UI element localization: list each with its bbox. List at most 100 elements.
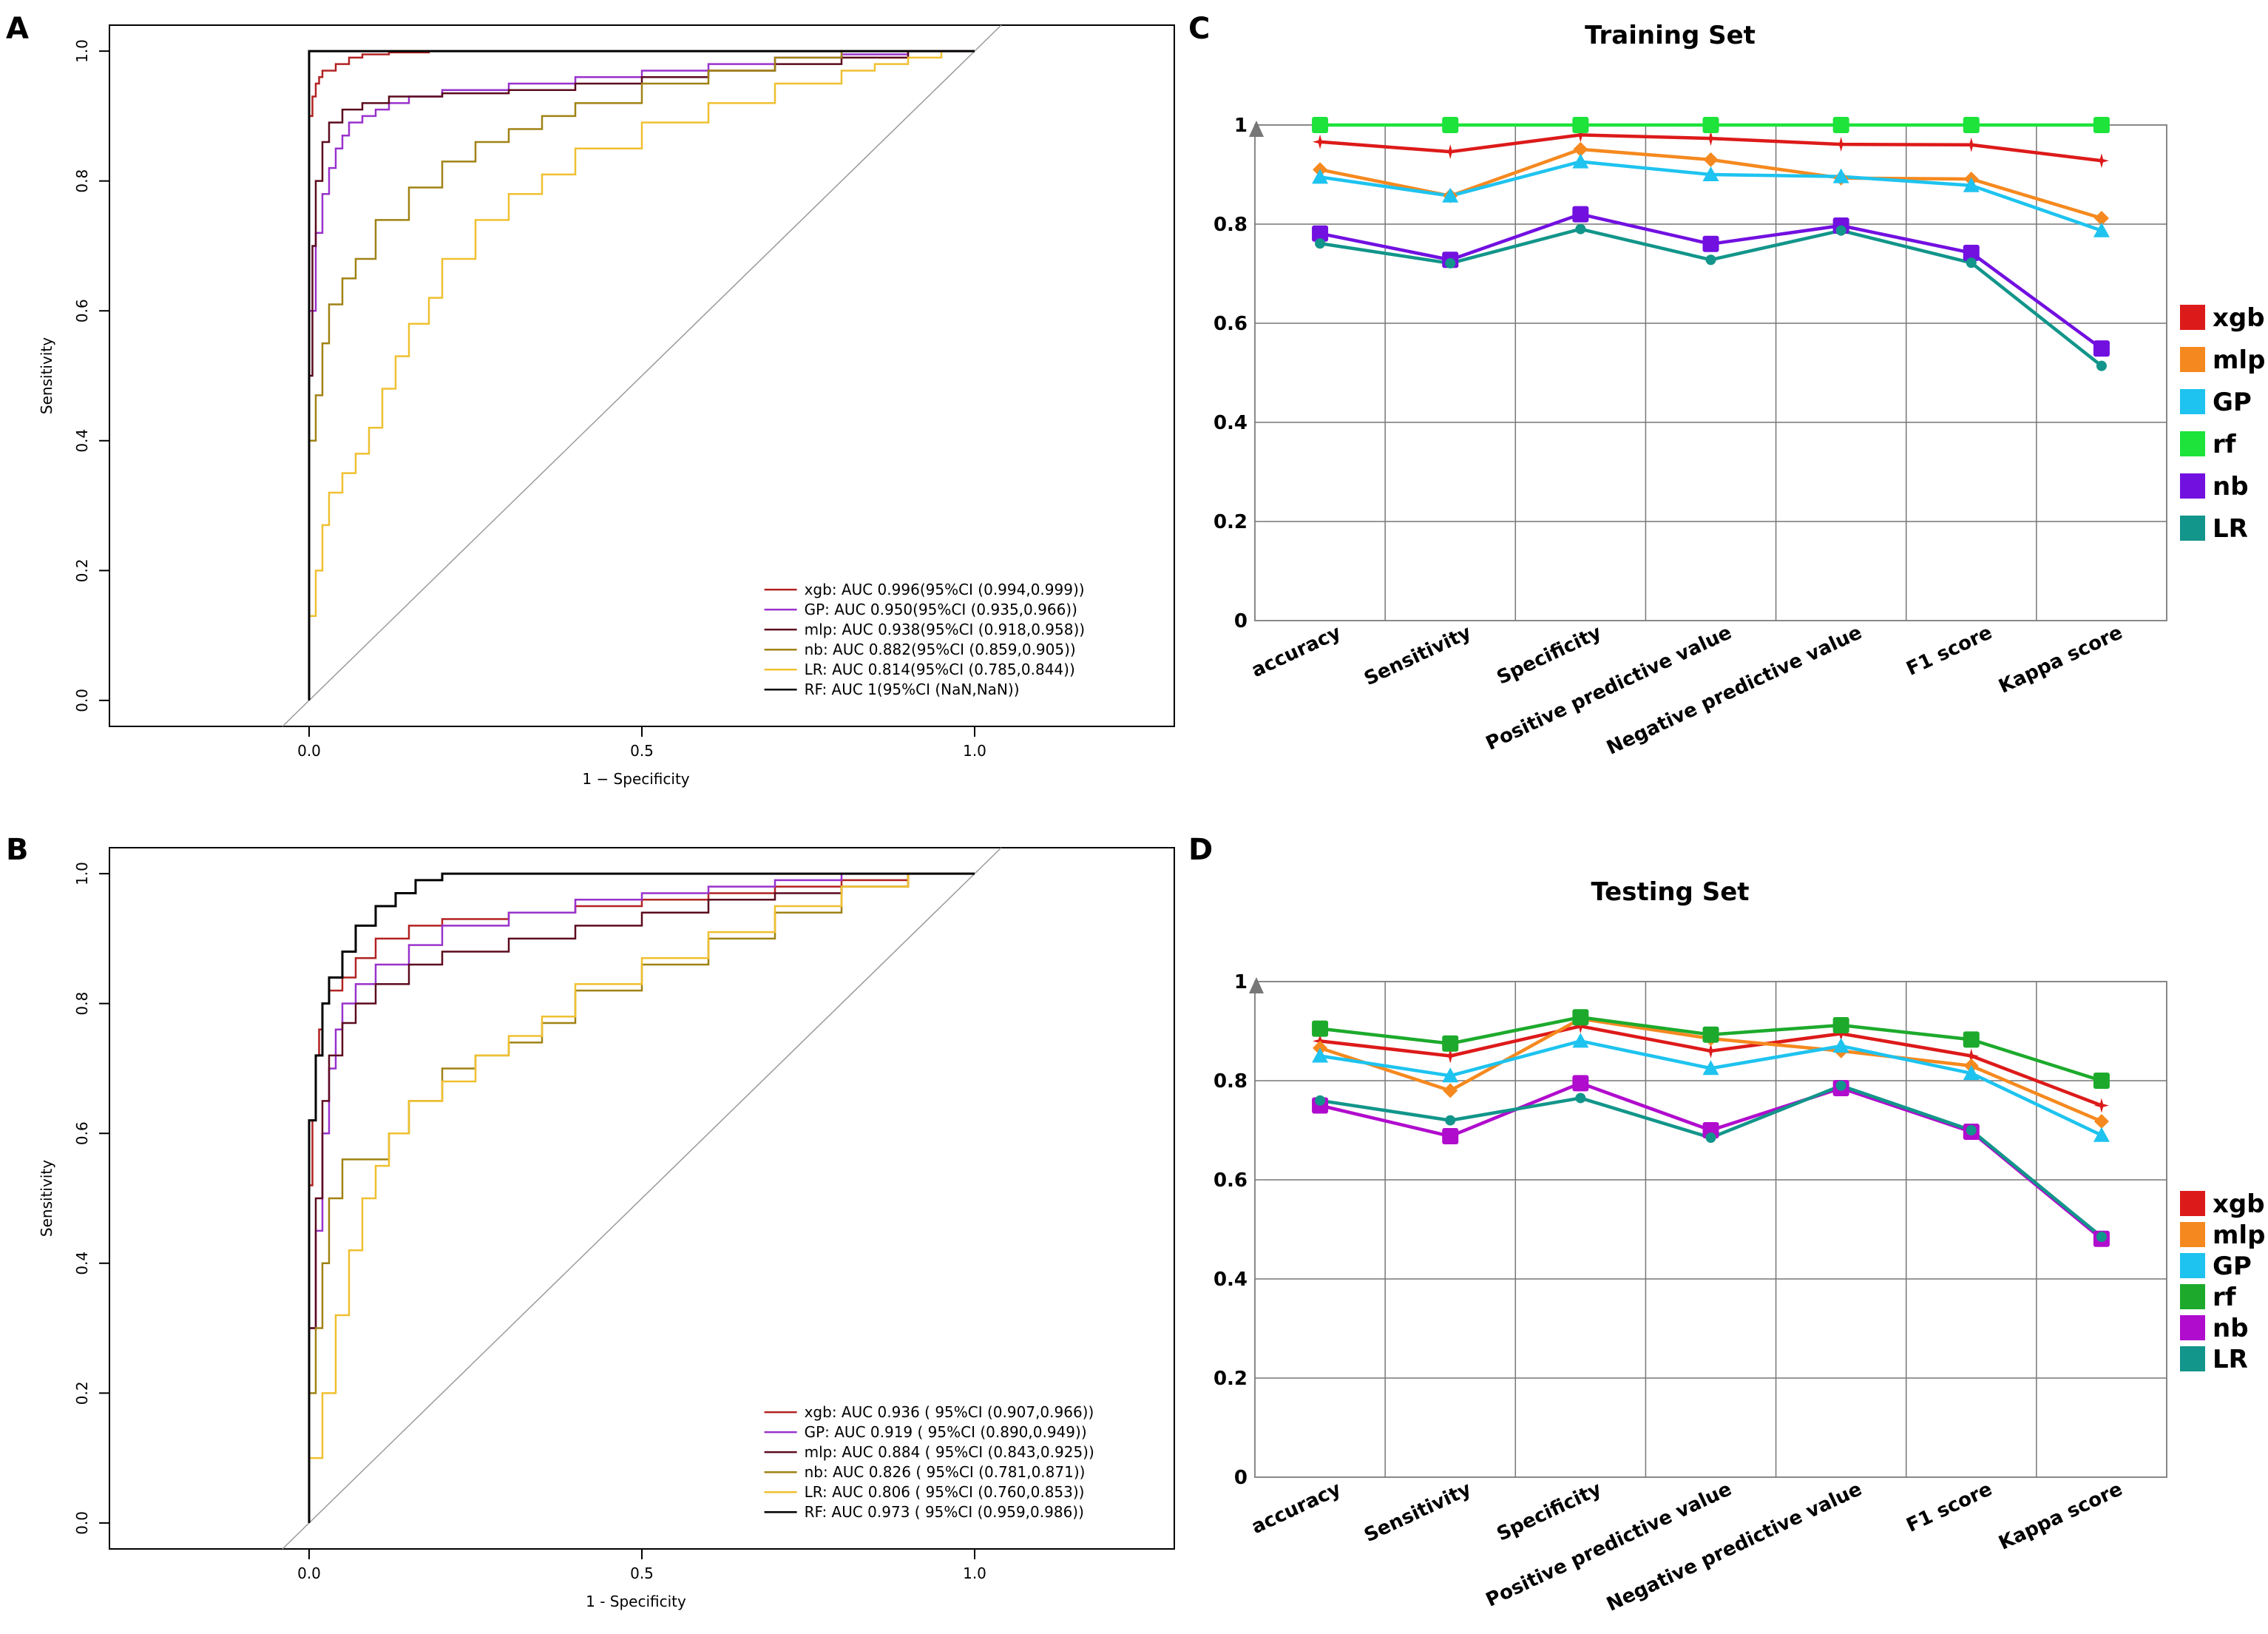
- data-point-lr: [1315, 1095, 1326, 1106]
- x-tick-label: 0.5: [630, 1564, 654, 1582]
- category-label: Negative predictive value: [1603, 621, 1865, 760]
- x-tick-label: 0.0: [297, 1564, 321, 1582]
- data-point-lr: [1705, 1132, 1716, 1144]
- data-point-mlp: [1573, 141, 1588, 157]
- data-point-gp: [1702, 166, 1719, 181]
- data-point-gp: [1312, 169, 1329, 184]
- legend-label-nb: nb: [2213, 472, 2249, 502]
- legend-label-nb: nb: [2213, 1314, 2249, 1343]
- data-point-lr: [2096, 1232, 2107, 1243]
- data-point-gp: [1702, 1060, 1719, 1076]
- legend-label-rf: RF: AUC 1(95%CI (NaN,NaN)): [805, 681, 1020, 698]
- panel-label-c: C: [1188, 12, 1210, 46]
- data-point-nb: [1963, 244, 1980, 261]
- data-point-xgb: [1443, 1048, 1458, 1064]
- legend-swatch-xgb: [2180, 1191, 2205, 1216]
- legend-label-lr: LR: AUC 0.814(95%CI (0.785,0.844)): [805, 661, 1075, 678]
- y-tick-label: 0.2: [73, 558, 91, 582]
- chart-title: Training Set: [1585, 21, 1756, 50]
- data-point-lr: [2096, 360, 2107, 371]
- roc-curve-nb: [308, 50, 975, 700]
- y-tick-label: 0.4: [73, 429, 91, 453]
- metric-chart-c: Training Set 0 0.2 0.4 0.6 0.8 1 accuracy Sensit…: [1213, 21, 2265, 760]
- data-point-xgb: [2093, 153, 2109, 169]
- data-point-rf: [2093, 1073, 2110, 1089]
- metric-chart-d: Testing Set 0 0.2 0.4 0.6 0.8 1 accuracy Sensiti…: [1213, 877, 2265, 1616]
- data-point-gp: [1963, 1064, 1980, 1080]
- data-point-xgb: [1703, 131, 1719, 146]
- legend-label-xgb: xgb: AUC 0.936 ( 95%CI (0.907,0.966)): [805, 1403, 1094, 1421]
- roc-curve-lr: [308, 50, 975, 700]
- legend-label-lr: LR: AUC 0.806 ( 95%CI (0.760,0.853)): [805, 1483, 1085, 1501]
- data-point-nb: [1702, 235, 1719, 252]
- data-point-nb: [1572, 1075, 1589, 1092]
- legend-label-nb: nb: AUC 0.882(95%CI (0.859,0.905)): [805, 641, 1076, 658]
- y-tick-label: 0: [1234, 610, 1248, 632]
- y-tick-label: 1.0: [73, 862, 91, 885]
- legend-label-mlp: mlp: [2213, 1221, 2265, 1250]
- legend-label-xgb: xgb: AUC 0.996(95%CI (0.994,0.999)): [805, 581, 1085, 598]
- data-point-lr: [1575, 223, 1586, 234]
- legend-label-xgb: xgb: [2213, 303, 2265, 333]
- data-point-gp: [2093, 1127, 2110, 1142]
- legend-label-xgb: xgb: [2213, 1189, 2265, 1219]
- y-axis-label: Sensitivity: [38, 337, 55, 414]
- data-point-gp: [2093, 222, 2110, 237]
- data-point-rf: [1963, 1031, 1980, 1048]
- category-label: Negative predictive value: [1603, 1478, 1865, 1616]
- y-tick-label: 1: [1234, 971, 1248, 993]
- y-tick-label: 0.0: [73, 1511, 91, 1535]
- category-label: Kappa score: [1995, 1478, 2125, 1555]
- panel-label-a: A: [6, 12, 29, 46]
- panel-label-d: D: [1188, 833, 1213, 867]
- y-tick-label: 0.6: [73, 299, 91, 323]
- y-tick-label: 0.6: [1213, 1169, 1248, 1192]
- reference-diagonal: [282, 24, 1002, 727]
- x-tick-label: 1.0: [963, 1564, 986, 1582]
- data-point-xgb: [1703, 1043, 1719, 1059]
- data-point-xgb: [1443, 144, 1458, 160]
- data-point-lr: [1705, 254, 1716, 266]
- plot-frame: [1254, 981, 2167, 1478]
- y-tick-label: 0.6: [1213, 313, 1248, 335]
- y-tick-label: 0: [1234, 1467, 1248, 1489]
- legend-swatch-gp: [2180, 389, 2205, 414]
- data-point-rf: [1442, 117, 1459, 133]
- data-point-xgb: [1573, 127, 1588, 143]
- x-axis-label: 1 − Specificity: [582, 770, 689, 788]
- roc-chart-a: 0.0 0.2 0.4 0.6 0.8 1.0 0.0 0.5 1.0 1 − Specifici…: [38, 24, 1175, 788]
- data-point-xgb: [1573, 1019, 1588, 1034]
- y-tick-label: 0.6: [73, 1121, 91, 1145]
- data-point-gp: [1442, 1067, 1459, 1083]
- x-tick-label: 0.0: [297, 742, 321, 760]
- legend-swatch-lr: [2180, 516, 2205, 541]
- y-tick-label: 0.4: [73, 1252, 91, 1275]
- data-point-nb: [1702, 1122, 1719, 1138]
- data-point-gp: [1312, 1047, 1329, 1063]
- roc-curve-rf: [308, 50, 975, 700]
- legend-swatch-xgb: [2180, 305, 2205, 330]
- plot-frame: [1254, 124, 2167, 621]
- data-point-rf: [2093, 117, 2110, 133]
- data-point-lr: [1835, 225, 1846, 236]
- category-label: Specificity: [1494, 1478, 1605, 1546]
- category-label: Sensitivity: [1361, 1478, 1475, 1547]
- data-point-lr: [1966, 257, 1977, 269]
- data-point-mlp: [2093, 210, 2109, 226]
- legend-label-mlp: mlp: AUC 0.884 ( 95%CI (0.843,0.925)): [805, 1443, 1094, 1461]
- y-tick-label: 0.8: [73, 992, 91, 1016]
- roc-curve-mlp: [308, 872, 975, 1523]
- y-tick-label: 0.2: [73, 1381, 91, 1405]
- panel-label-b: B: [6, 833, 29, 867]
- data-point-rf: [1312, 1020, 1329, 1037]
- data-point-gp: [1832, 1038, 1849, 1053]
- y-tick-label: 0.4: [1213, 1269, 1248, 1291]
- y-tick-label: 0.8: [1213, 1070, 1248, 1093]
- data-point-xgb: [1833, 1026, 1849, 1041]
- data-point-nb: [1312, 225, 1329, 242]
- data-point-lr: [1445, 257, 1456, 269]
- data-point-lr: [1315, 238, 1326, 249]
- legend-label-lr: LR: [2213, 514, 2248, 544]
- data-point-rf: [1832, 117, 1849, 133]
